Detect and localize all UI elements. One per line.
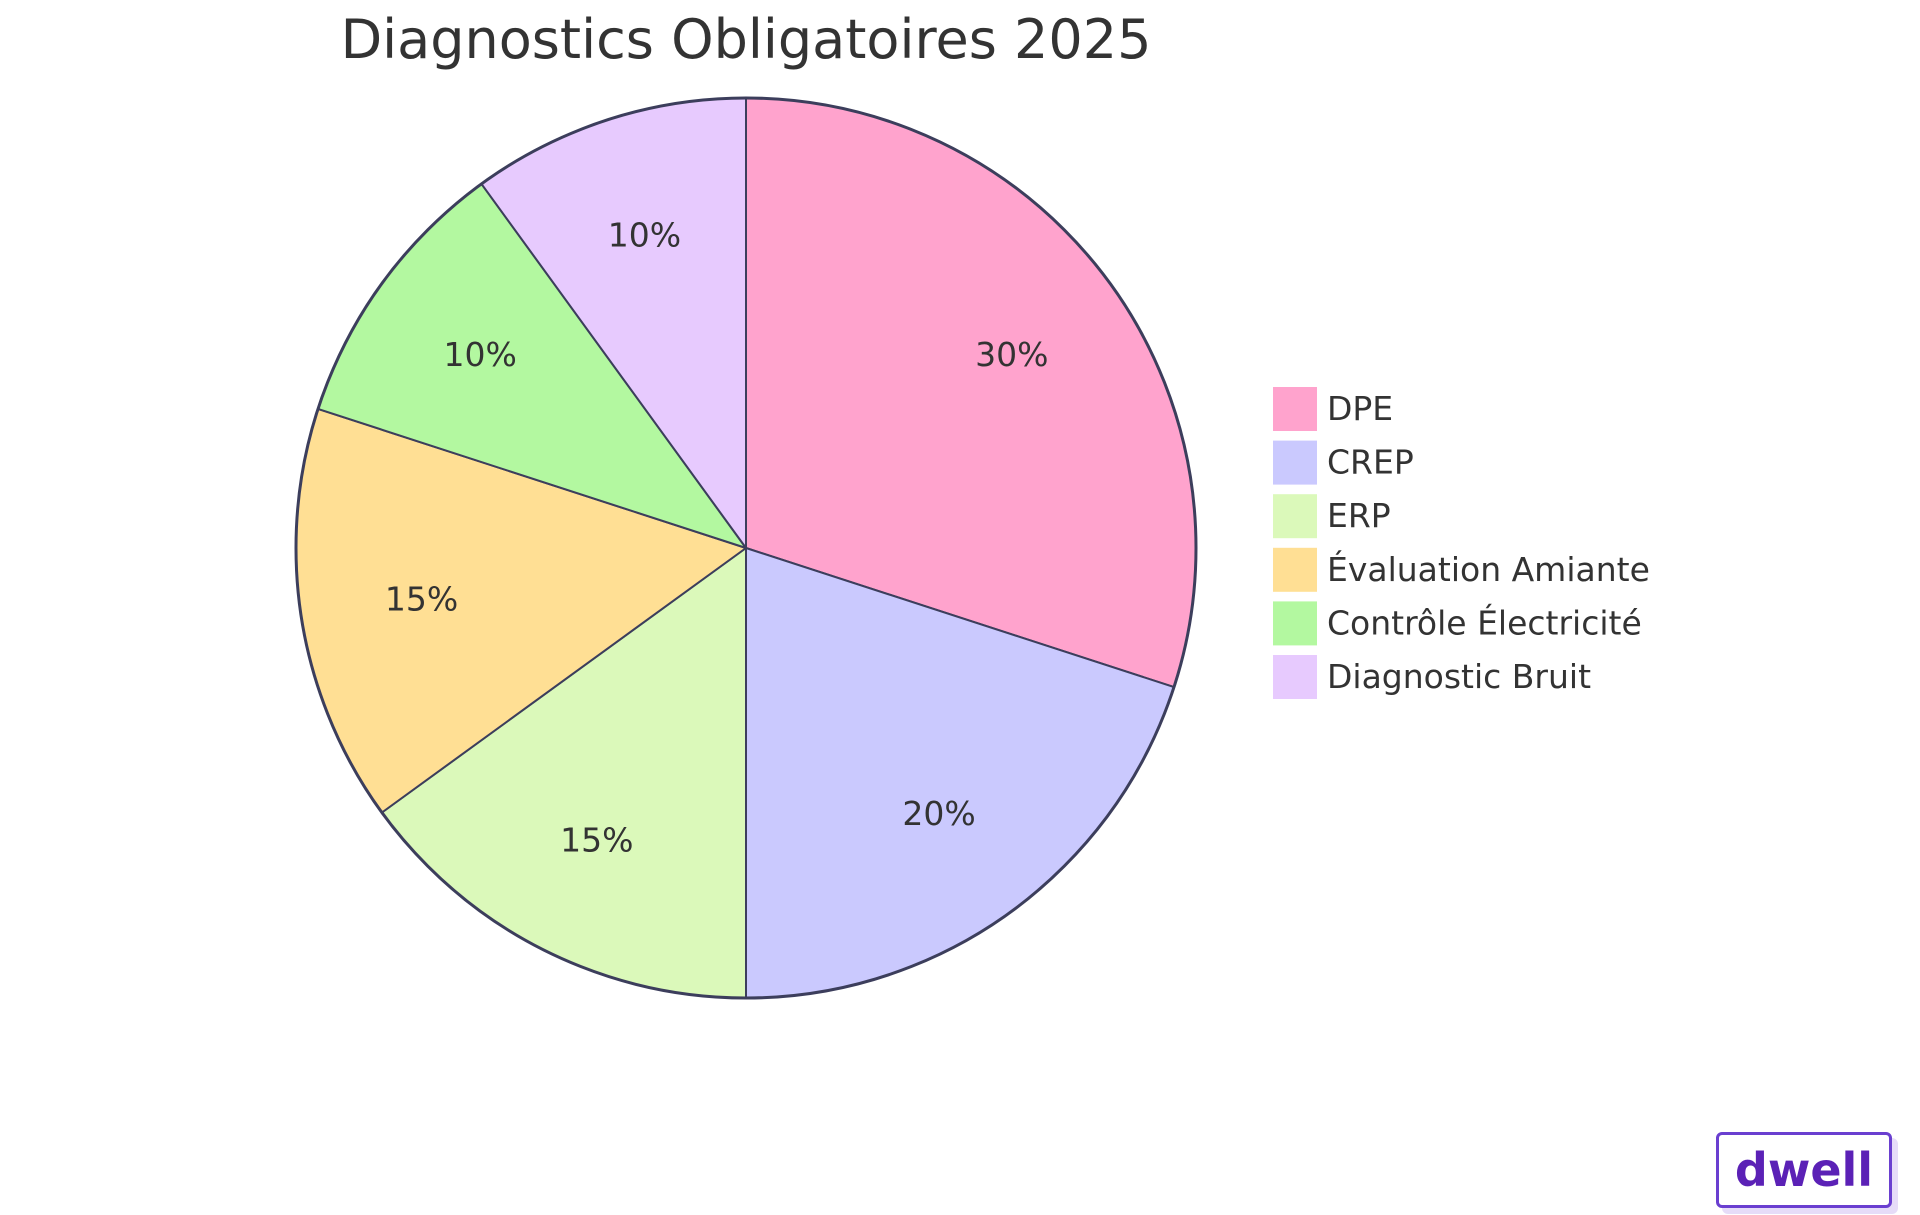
pie-slice-value-label: 15% [385,579,458,618]
pie-outline [294,96,1198,1000]
pie-slice-value-label: 20% [902,794,975,833]
chart-title: Diagnostics Obligatoires 2025 [341,8,1152,71]
legend-label: DPE [1327,389,1393,428]
pie-slices [294,96,1198,1000]
pie-slice-labels: 30% 20% 15% 15% 10% 10% [385,216,1049,860]
legend-swatch [1273,547,1317,592]
legend-label: CREP [1327,443,1414,482]
legend-swatch [1273,440,1317,485]
legend-label: Évaluation Amiante [1327,549,1650,589]
legend-swatch [1273,494,1317,539]
pie-slice-value-label: 10% [608,216,681,255]
pie-slice-value-label: 10% [444,335,517,374]
legend-swatch [1273,387,1317,431]
brand-logo-badge: dwell [1716,1132,1892,1208]
legend-label: Diagnostic Bruit [1327,657,1591,696]
chart-legend: DPE CREP ERP Évaluation Amiante Contrôle Éle… [1273,387,1650,699]
legend-swatch [1273,601,1317,646]
pie-slice-value-label: 30% [975,335,1048,374]
pie-slice-value-label: 15% [560,821,633,860]
legend-label: ERP [1327,496,1391,535]
brand-logo-text: dwell [1734,1143,1874,1197]
legend-swatch [1273,655,1317,699]
legend-label: Contrôle Électricité [1327,602,1642,642]
